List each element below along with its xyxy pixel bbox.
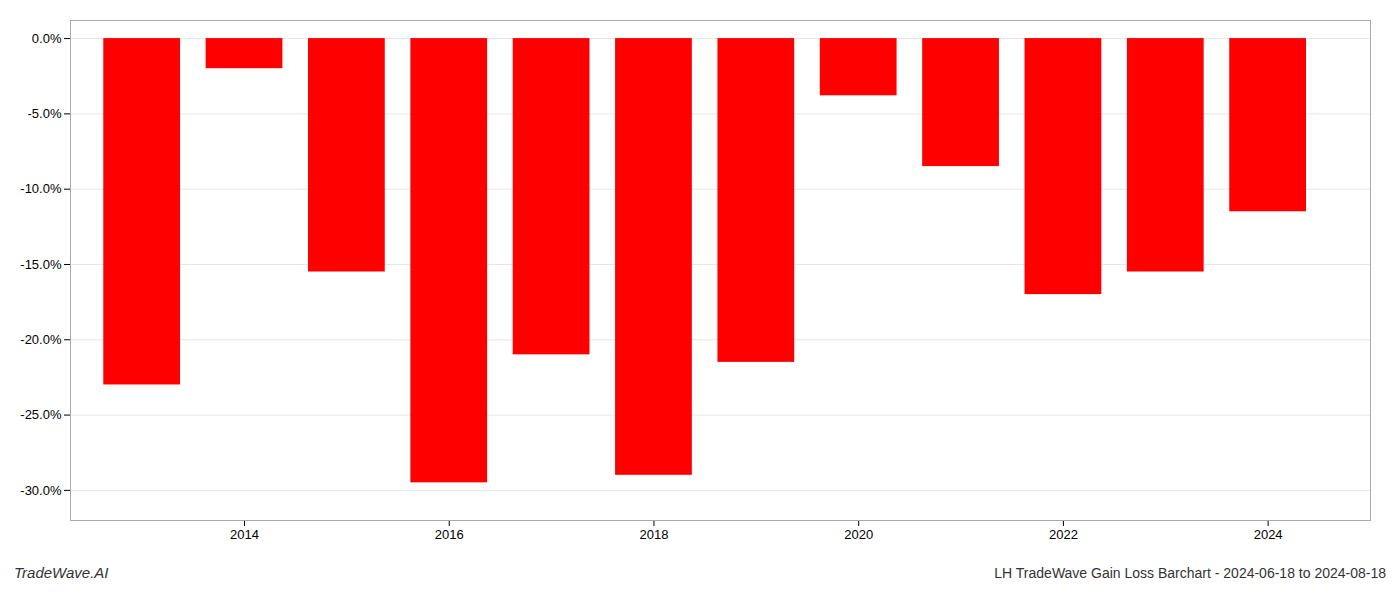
svg-text:-30.0%: -30.0% [20,483,62,498]
svg-text:-10.0%: -10.0% [20,181,62,196]
svg-text:-15.0%: -15.0% [20,257,62,272]
svg-text:2014: 2014 [230,527,259,542]
svg-text:2020: 2020 [844,527,873,542]
svg-text:-20.0%: -20.0% [20,332,62,347]
svg-text:2024: 2024 [1254,527,1283,542]
svg-text:-25.0%: -25.0% [20,407,62,422]
svg-text:2016: 2016 [435,527,464,542]
svg-text:2022: 2022 [1049,527,1078,542]
html-text:TradeWave.AI: TradeWave.AI [14,564,109,581]
html-text:LH TradeWave Gain Loss Barchar: LH TradeWave Gain Loss Barchart - 2024-0… [994,565,1386,581]
svg-text:2018: 2018 [640,527,669,542]
svg-text:0.0%: 0.0% [32,31,62,46]
svg-text:-5.0%: -5.0% [28,106,62,121]
